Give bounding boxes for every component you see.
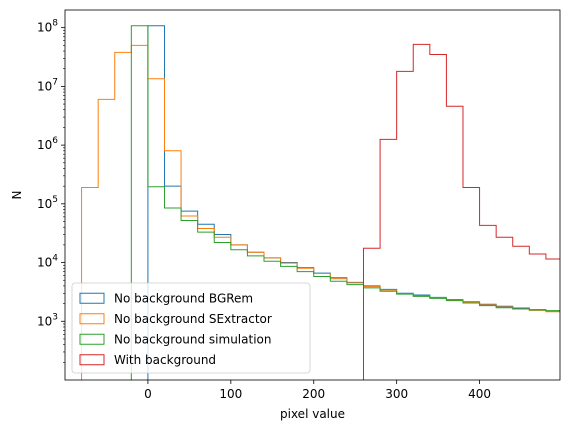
legend-swatch: [79, 354, 105, 366]
legend-label: No background simulation: [114, 332, 271, 346]
series-2-histogram: [81, 44, 560, 380]
y-axis-ticks: 103 104 105 106 107 108: [37, 19, 65, 363]
x-tick-label: 100: [219, 387, 242, 401]
y-axis-label: N: [10, 191, 24, 200]
series-layer: [81, 25, 560, 380]
x-axis-ticks: 0 100 200 300 400: [144, 380, 491, 401]
plot-frame: [64, 9, 561, 381]
x-axis-label: pixel value: [280, 407, 345, 421]
x-tick-label: 200: [302, 387, 325, 401]
legend-swatch: [79, 313, 105, 325]
x-tick-label: 400: [468, 387, 491, 401]
y-tick-label: 104: [37, 254, 58, 270]
series-4-histogram: [362, 43, 560, 380]
legend-frame: [71, 282, 311, 374]
legend: No background BGRem No background SExtrac…: [71, 282, 311, 374]
legend-label: No background SExtractor: [114, 312, 272, 326]
series-3-histogram: [130, 25, 560, 380]
y-tick-label: 107: [37, 77, 58, 93]
legend-swatch: [79, 333, 105, 345]
legend-label: No background BGRem: [114, 291, 253, 305]
x-tick-label: 300: [385, 387, 408, 401]
legend-swatch: [79, 292, 105, 304]
y-tick-label: 103: [37, 312, 58, 328]
legend-label: With background: [114, 353, 216, 367]
y-tick-label: 105: [37, 195, 58, 211]
y-tick-label: 108: [37, 19, 58, 35]
x-tick-label: 0: [144, 387, 152, 401]
y-tick-label: 106: [37, 136, 58, 152]
